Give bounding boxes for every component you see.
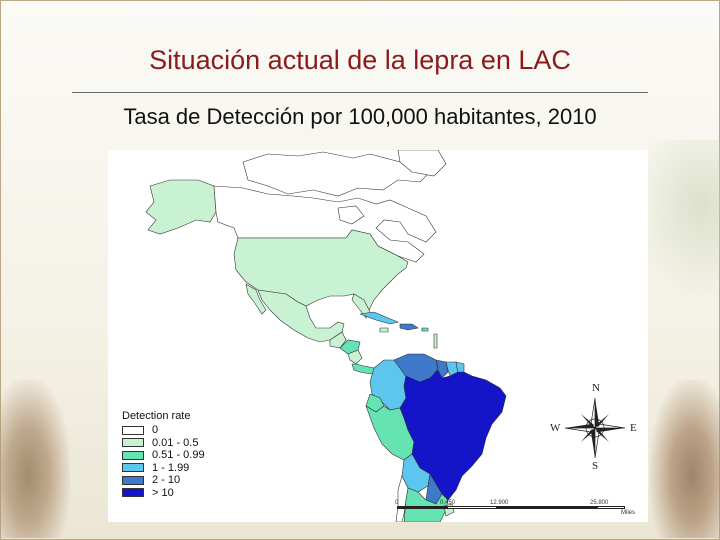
- legend-item: 0.51 - 0.99: [122, 449, 205, 462]
- scale-label: 0: [395, 500, 399, 506]
- scale-label: 0.450: [440, 500, 456, 506]
- slide-subtitle: Tasa de Detección por 100,000 habitantes…: [123, 104, 597, 129]
- region-cuba: [359, 311, 399, 325]
- legend-label: 1 - 1.99: [152, 461, 190, 474]
- scale-bar: 0 0.450 12.900 25.800 Miles: [395, 500, 645, 526]
- compass-rose: N S E W: [550, 380, 640, 475]
- region-hudson-bay: [337, 205, 365, 225]
- region-jamaica: [379, 327, 389, 333]
- compass-star-icon: [564, 397, 626, 459]
- region-brazil: [399, 369, 507, 501]
- map-legend: Detection rate 0 0.01 - 0.5 0.51 - 0.99 …: [122, 410, 205, 499]
- decorative-photo-right: [650, 380, 720, 538]
- scale-segment: [447, 506, 497, 509]
- legend-swatch: [122, 488, 144, 498]
- legend-item: 0: [122, 424, 205, 437]
- region-baja: [245, 283, 267, 315]
- americas-map: [145, 150, 507, 522]
- region-alaska: [145, 179, 217, 235]
- decorative-photo-left: [0, 380, 70, 538]
- legend-swatch: [122, 475, 144, 485]
- region-lesser-antilles: [433, 333, 438, 349]
- scale-label: 12.900: [490, 500, 509, 506]
- map-panel: [108, 150, 648, 522]
- legend-item: 0.01 - 0.5: [122, 437, 205, 450]
- slide-title: Situación actual de la lepra en LAC: [149, 45, 571, 75]
- legend-item: 2 - 10: [122, 474, 205, 487]
- region-florida: [351, 293, 371, 319]
- legend-item: 1 - 1.99: [122, 462, 205, 475]
- title-divider: [72, 92, 648, 93]
- legend-label: 2 - 10: [152, 474, 181, 487]
- scale-segment: [397, 506, 447, 509]
- region-guatemala-belize: [329, 331, 347, 349]
- scale-segment: [497, 506, 597, 509]
- legend-swatch: [122, 450, 144, 460]
- legend-label: 0.51 - 0.99: [152, 449, 205, 462]
- compass-south: S: [592, 460, 599, 472]
- compass-north: N: [592, 382, 600, 394]
- compass-east: E: [630, 422, 637, 434]
- region-honduras: [339, 339, 361, 355]
- region-greenland: [397, 150, 447, 177]
- region-puerto-rico: [421, 327, 429, 332]
- scale-label: 25.800: [590, 500, 609, 506]
- compass-west: W: [550, 422, 561, 434]
- legend-swatch: [122, 463, 144, 473]
- region-hispaniola: [399, 323, 419, 331]
- legend-swatch: [122, 438, 144, 448]
- legend-label: 0.01 - 0.5: [152, 436, 199, 449]
- scale-segment: [597, 506, 625, 509]
- legend-swatch: [122, 425, 144, 435]
- region-argentina: [403, 487, 449, 522]
- legend-label: 0: [152, 424, 159, 437]
- legend-label: > 10: [152, 486, 174, 499]
- region-nicaragua: [347, 349, 363, 365]
- scale-unit: Miles: [621, 510, 636, 516]
- legend-title: Detection rate: [122, 410, 191, 422]
- region-mexico: [257, 289, 345, 343]
- region-arctic-islands: [242, 151, 431, 197]
- legend-item: > 10: [122, 487, 205, 500]
